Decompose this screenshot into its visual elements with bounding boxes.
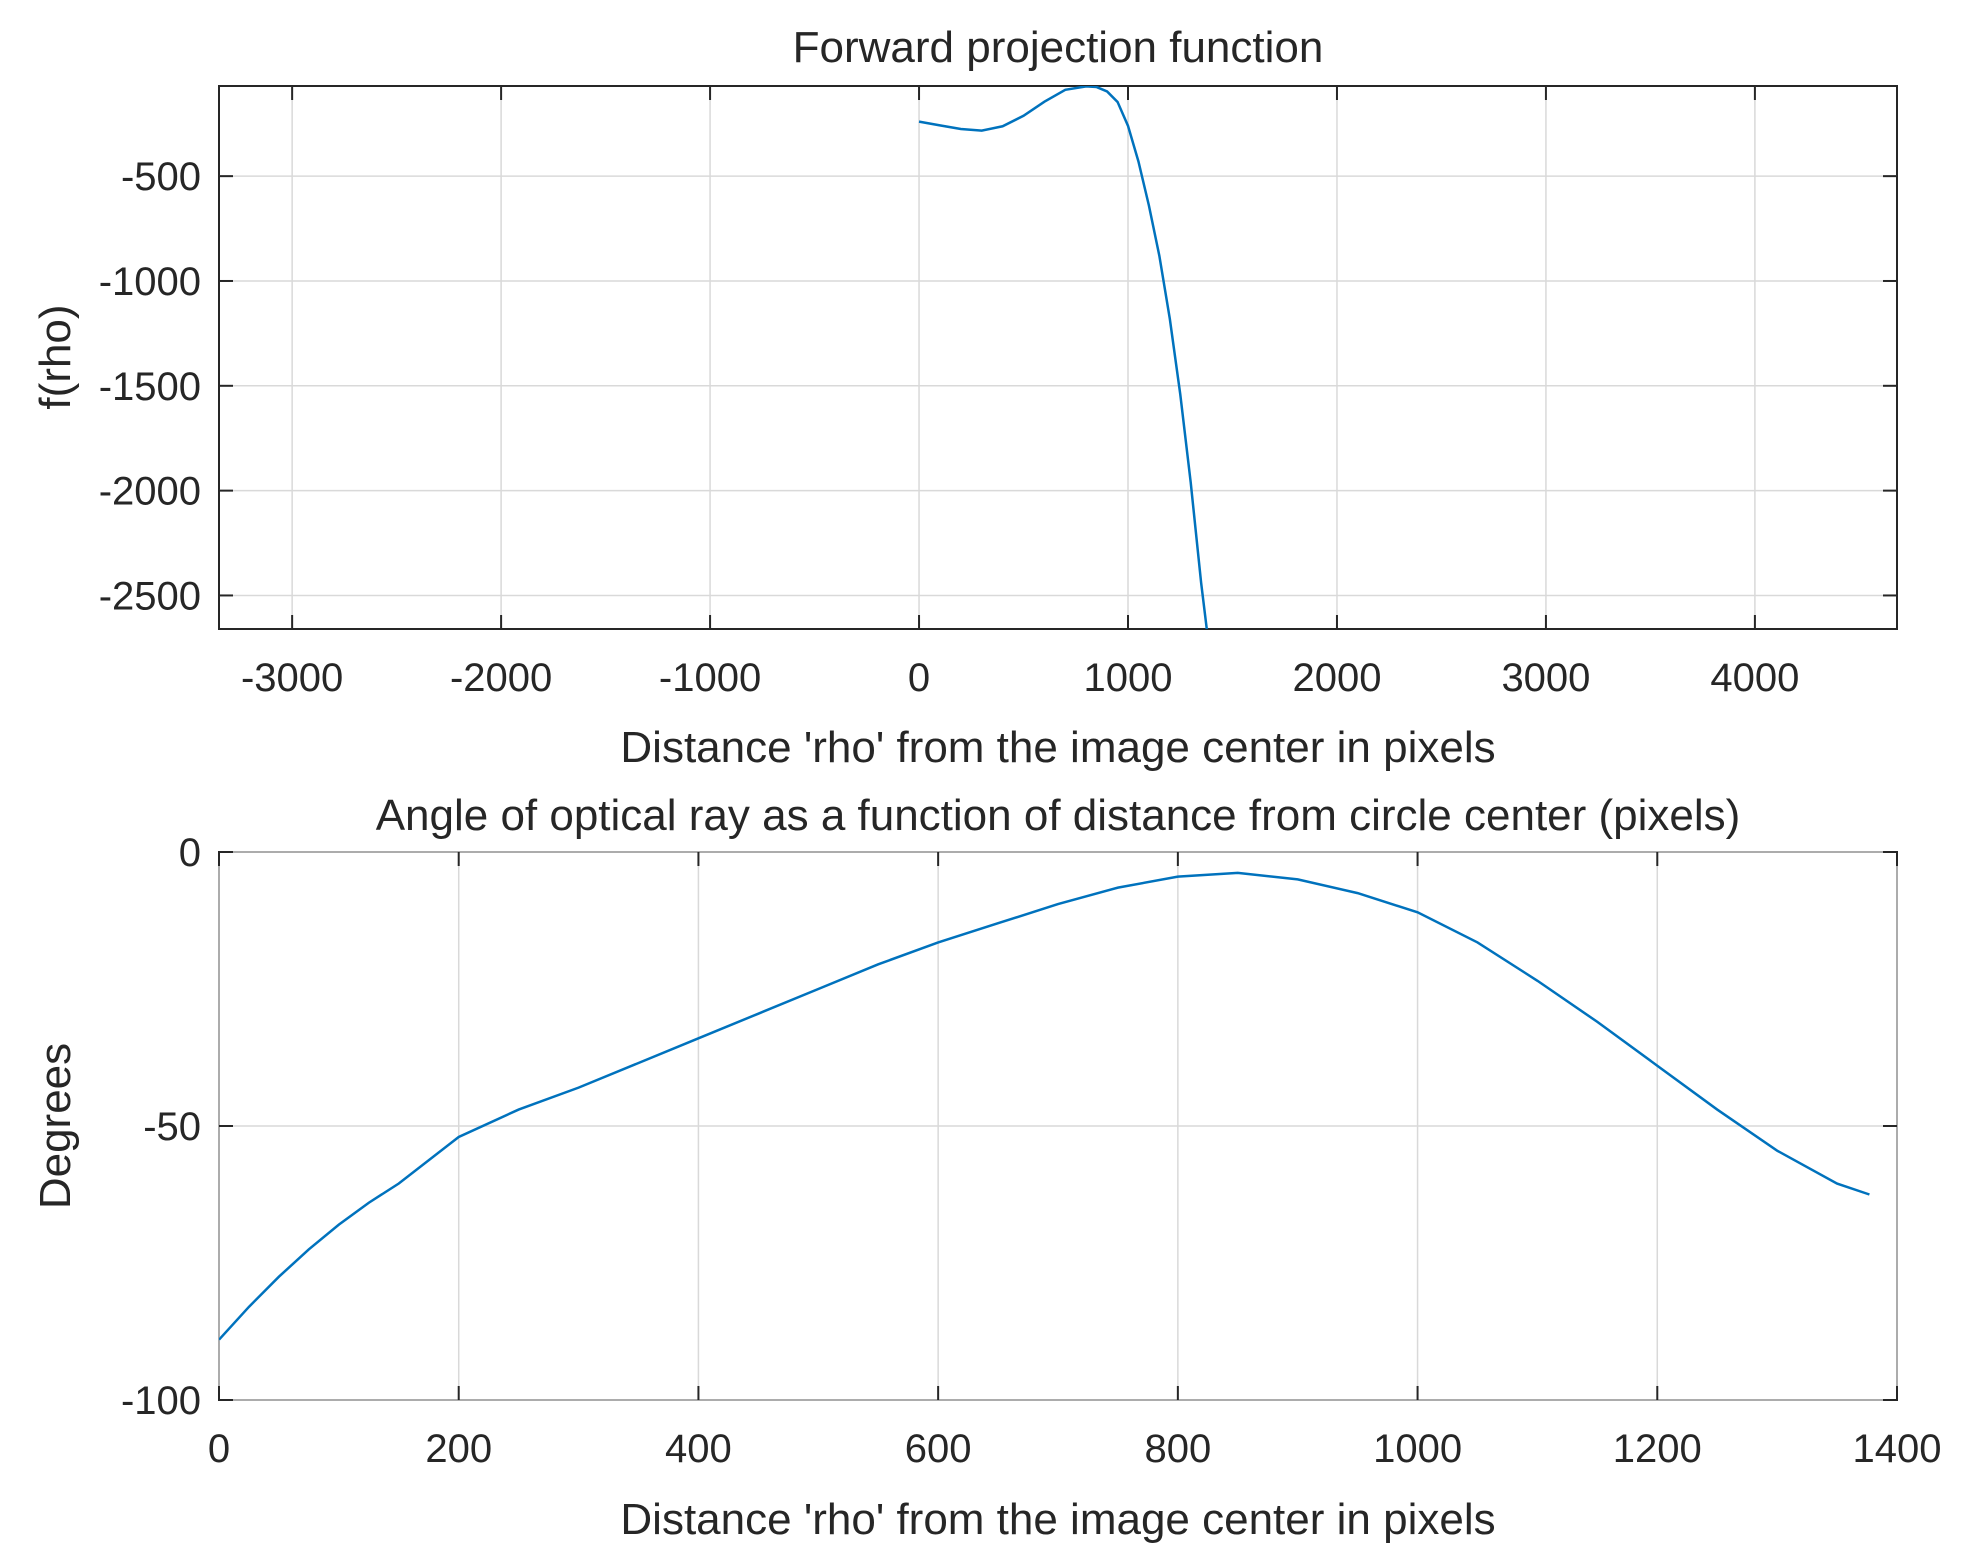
x-tick-label: 2000 bbox=[1292, 656, 1381, 700]
y-tick-label: -1000 bbox=[99, 260, 201, 304]
axis-ticks: 0 200 400 600 800 1000 1200 1400 -100 -50 0 bbox=[121, 831, 1942, 1471]
x-tick-label: 4000 bbox=[1710, 656, 1799, 700]
x-tick-label: -1000 bbox=[659, 656, 761, 700]
series-line bbox=[918, 86, 1209, 629]
grid-lines bbox=[218, 851, 1898, 1401]
grid-lines bbox=[219, 86, 1897, 629]
y-tick-label: 0 bbox=[179, 831, 201, 875]
x-tick-label: -2000 bbox=[450, 656, 552, 700]
x-tick-label: 600 bbox=[905, 1427, 972, 1471]
x-tick-label: 0 bbox=[208, 1427, 230, 1471]
chart-title: Angle of optical ray as a function of di… bbox=[376, 791, 1741, 840]
axis-ticks: -3000 -2000 -1000 0 1000 2000 3000 4000 -2500 -20… bbox=[99, 86, 1897, 700]
x-tick-label: 1400 bbox=[1853, 1427, 1942, 1471]
x-tick-label: 0 bbox=[908, 656, 930, 700]
chart-title: Forward projection function bbox=[793, 23, 1324, 72]
x-axis-label: Distance 'rho' from the image center in … bbox=[620, 723, 1495, 772]
x-tick-label: 3000 bbox=[1501, 656, 1590, 700]
series-layer bbox=[219, 871, 1870, 1341]
x-axis-label: Distance 'rho' from the image center in … bbox=[620, 1495, 1495, 1544]
y-tick-label: -1500 bbox=[99, 365, 201, 409]
y-axis-label: f(rho) bbox=[31, 304, 80, 409]
forward-projection-plot: -3000 -2000 -1000 0 1000 2000 3000 4000 -2500 -20… bbox=[31, 23, 1898, 772]
series-line bbox=[219, 871, 1870, 1341]
y-tick-label: -2000 bbox=[99, 470, 201, 514]
x-tick-label: 400 bbox=[665, 1427, 732, 1471]
optical-ray-angle-plot: 0 200 400 600 800 1000 1200 1400 -100 -50 0 Angle … bbox=[31, 791, 1941, 1544]
y-tick-label: -2500 bbox=[99, 574, 201, 618]
y-tick-label: -100 bbox=[121, 1379, 201, 1423]
y-axis-label: Degrees bbox=[31, 1043, 80, 1209]
x-tick-label: 1200 bbox=[1613, 1427, 1702, 1471]
x-tick-label: 1000 bbox=[1373, 1427, 1462, 1471]
series-layer bbox=[918, 86, 1209, 629]
x-tick-label: 800 bbox=[1144, 1427, 1211, 1471]
x-tick-label: 1000 bbox=[1084, 656, 1173, 700]
y-tick-label: -50 bbox=[143, 1105, 201, 1149]
y-tick-label: -500 bbox=[121, 155, 201, 199]
x-tick-label: 200 bbox=[425, 1427, 492, 1471]
plot-frame bbox=[218, 85, 1898, 630]
x-tick-label: -3000 bbox=[241, 656, 343, 700]
